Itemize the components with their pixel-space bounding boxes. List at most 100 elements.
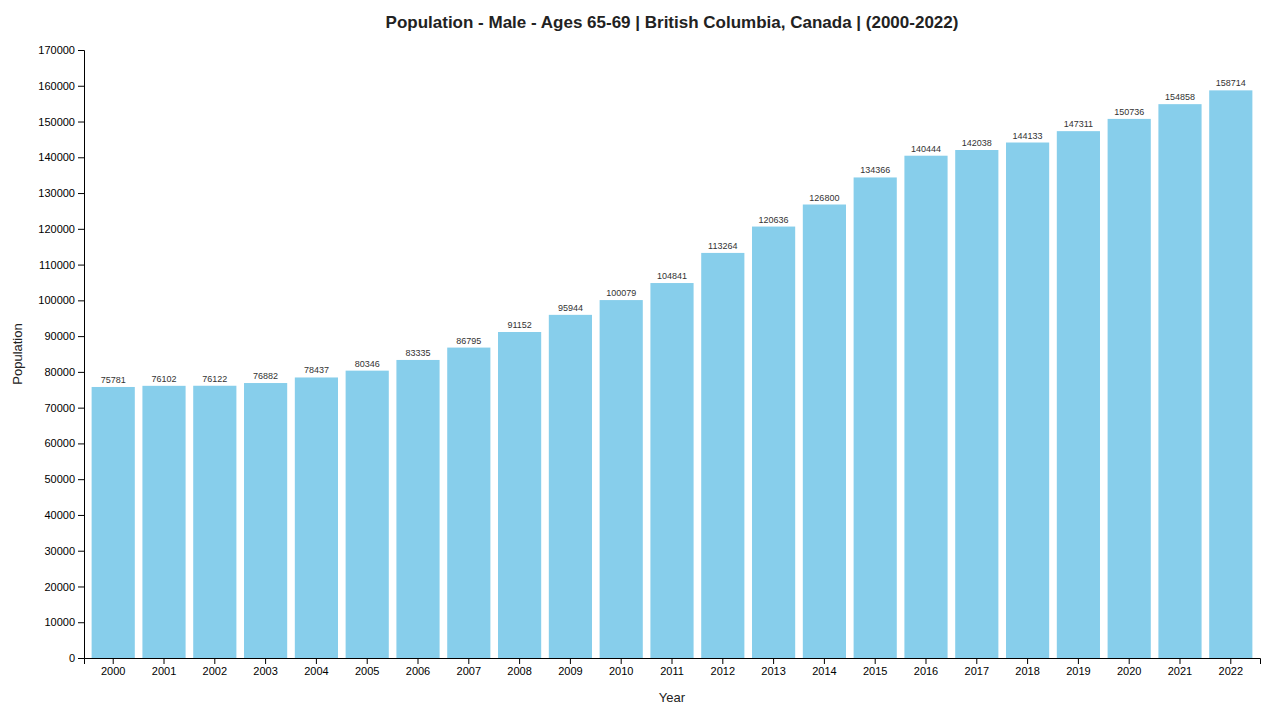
tick: 110000 [39,259,84,271]
tick-label: 2003 [253,665,277,677]
tick: 130000 [38,187,84,199]
tick-mark [367,658,368,664]
tick-mark [773,658,774,664]
tick-label: 40000 [44,509,75,521]
tick: 2014 [812,658,836,677]
tick-mark [875,658,876,664]
bar [1108,119,1151,658]
tick-label: 2013 [761,665,785,677]
bar [92,387,135,658]
tick: 150000 [38,116,84,128]
tick-mark [78,515,84,516]
tick-mark [78,336,84,337]
tick-mark [519,658,520,664]
tick: 60000 [44,437,84,449]
tick: 2004 [304,658,328,677]
tick-mark [722,658,723,664]
tick: 2020 [1117,658,1141,677]
tick: 2002 [203,658,227,677]
data-labels: 7578176102761227688278437803468333586795… [101,78,1246,385]
data-label: 134366 [860,165,890,175]
tick-label: 90000 [44,330,75,342]
tick: 50000 [44,473,84,485]
tick-label: 2007 [457,665,481,677]
axis-line [78,51,85,659]
tick-mark [1129,658,1130,664]
tick-label: 2012 [711,665,735,677]
tick-label: 120000 [38,223,75,235]
bar [193,386,236,658]
data-label: 126800 [809,193,839,203]
bar [396,360,439,658]
tick-mark [164,658,165,664]
tick-mark [570,658,571,664]
tick: 2019 [1066,658,1090,677]
tick-label: 2006 [406,665,430,677]
tick-label: 2001 [152,665,176,677]
bar [295,377,338,658]
tick: 2016 [914,658,938,677]
tick-label: 0 [69,652,75,664]
data-label: 104841 [657,271,687,281]
tick-label: 2015 [863,665,887,677]
bar [1209,90,1252,658]
tick: 2005 [355,658,379,677]
tick: 2010 [609,658,633,677]
x-axis: 2000 2001 2002 2003 2004 2005 2006 2007 2008 2009… [85,658,1261,677]
bar [752,227,795,658]
tick: 2000 [101,658,125,677]
bar [803,205,846,658]
tick-label: 2000 [101,665,125,677]
bar [498,332,541,658]
tick: 40000 [44,509,84,521]
tick-label: 30000 [44,545,75,557]
axis-line [85,659,1261,665]
tick-label: 2022 [1219,665,1243,677]
tick: 2021 [1168,658,1192,677]
data-label: 147311 [1064,119,1093,129]
tick: 2007 [457,658,481,677]
tick-label: 70000 [44,402,75,414]
data-label: 76882 [253,371,278,381]
tick-mark [78,193,84,194]
plot-area [92,90,1253,658]
tick-label: 170000 [38,44,75,56]
tick-label: 2021 [1168,665,1192,677]
tick: 90000 [44,330,84,342]
tick: 30000 [44,545,84,557]
tick-mark [214,658,215,664]
tick: 20000 [44,580,84,592]
tick-mark [78,658,84,659]
tick-label: 60000 [44,437,75,449]
bar [600,300,643,658]
tick-label: 2002 [203,665,227,677]
data-label: 83335 [405,348,430,358]
data-label: 100079 [606,288,636,298]
bar [701,253,744,658]
tick: 2017 [965,658,989,677]
tick-mark [418,658,419,664]
tick-mark [78,408,84,409]
title: Population - Male - Ages 65-69 | British… [386,13,959,32]
tick: 2009 [558,658,582,677]
tick-label: 2004 [304,665,328,677]
data-label: 91152 [507,320,531,330]
tick-label: 110000 [39,259,75,271]
tick-label: 2008 [507,665,531,677]
data-label: 78437 [304,365,329,375]
tick: 0 [69,652,84,664]
tick: 2018 [1015,658,1039,677]
tick: 160000 [38,80,84,92]
data-label: 76122 [202,374,227,384]
bar [447,348,490,658]
tick-label: 20000 [44,580,75,592]
tick-label: 150000 [38,116,75,128]
tick-mark [265,658,266,664]
data-label: 120636 [759,215,789,225]
bar [1006,143,1049,658]
tick: 2001 [152,658,176,677]
tick-mark [468,658,469,664]
tick-label: 2019 [1066,665,1090,677]
bar [650,283,693,658]
data-label: 158714 [1216,78,1246,88]
